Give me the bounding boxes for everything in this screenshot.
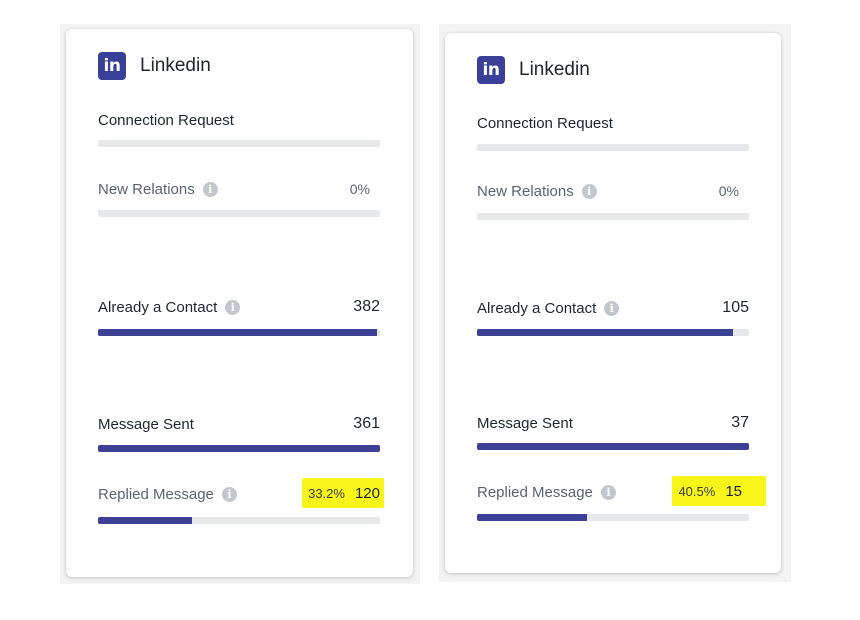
connection-request-metric: Connection Request (477, 113, 749, 151)
connection-request-label: Connection Request (98, 111, 234, 129)
replied-message-bar-fill (477, 514, 588, 521)
replied-message-count: 120 (354, 484, 380, 502)
already-contact-value: 105 (722, 299, 749, 316)
replied-message-bar (98, 517, 380, 524)
info-icon[interactable]: i (225, 299, 241, 315)
new-relations-metric: New Relations i 0% (98, 179, 380, 217)
info-icon[interactable]: i (202, 181, 218, 197)
message-sent-value: 361 (353, 415, 380, 432)
already-contact-label: Already a Contact (477, 299, 597, 317)
replied-message-percent: 33.2% (308, 485, 345, 501)
info-icon[interactable]: i (600, 484, 616, 500)
already-contact-bar (98, 329, 380, 336)
message-sent-bar (98, 445, 380, 452)
replied-message-percent: 40.5% (678, 483, 716, 499)
connection-request-bar (98, 140, 380, 147)
new-relations-label: New Relations (477, 182, 574, 200)
connection-request-metric: Connection Request (98, 110, 380, 147)
card-title: Linkedin (519, 59, 590, 80)
already-contact-metric: Already a Contact i 105 (477, 298, 749, 336)
already-contact-label: Already a Contact (98, 298, 218, 316)
info-icon[interactable]: i (221, 486, 237, 502)
message-sent-label: Message Sent (477, 414, 573, 432)
linkedin-card-left: in Linkedin Connection Request New Relat… (66, 29, 413, 577)
card-title: Linkedin (140, 55, 211, 76)
message-sent-bar-fill (477, 443, 749, 450)
info-icon[interactable]: i (604, 300, 620, 316)
already-contact-value: 382 (353, 298, 380, 315)
new-relations-metric: New Relations i 0% (477, 181, 749, 220)
new-relations-value: 0% (718, 183, 739, 199)
card-header: in Linkedin (98, 52, 211, 80)
message-sent-value: 37 (731, 414, 749, 431)
already-contact-bar (477, 329, 749, 336)
linkedin-logo-icon: in (477, 56, 505, 84)
new-relations-bar (477, 213, 749, 220)
replied-message-highlight: 40.5% 15 (672, 476, 766, 506)
replied-message-bar (477, 514, 749, 521)
already-contact-bar-fill (98, 329, 378, 336)
replied-message-label: Replied Message (98, 485, 214, 503)
card-header: in Linkedin (477, 56, 590, 84)
replied-message-metric: Replied Message i 40.5% 15 (477, 476, 766, 521)
message-sent-metric: Message Sent 361 (98, 414, 380, 452)
replied-message-count: 15 (725, 482, 742, 500)
new-relations-label: New Relations (98, 180, 195, 198)
new-relations-bar (98, 210, 380, 217)
message-sent-label: Message Sent (98, 415, 194, 433)
replied-message-metric: Replied Message i 33.2% 120 (98, 478, 384, 524)
message-sent-metric: Message Sent 37 (477, 413, 749, 450)
replied-message-bar-fill (98, 517, 192, 524)
info-icon[interactable]: i (581, 183, 597, 199)
new-relations-value: 0% (349, 181, 370, 197)
already-contact-metric: Already a Contact i 382 (98, 297, 380, 336)
connection-request-label: Connection Request (477, 114, 613, 132)
message-sent-bar-fill (98, 445, 380, 452)
message-sent-bar (477, 443, 749, 450)
connection-request-bar (477, 144, 749, 151)
replied-message-label: Replied Message (477, 483, 593, 501)
replied-message-highlight: 33.2% 120 (302, 478, 384, 508)
already-contact-bar-fill (477, 329, 733, 336)
linkedin-card-right: in Linkedin Connection Request New Relat… (445, 33, 781, 573)
linkedin-logo-icon: in (98, 52, 126, 80)
